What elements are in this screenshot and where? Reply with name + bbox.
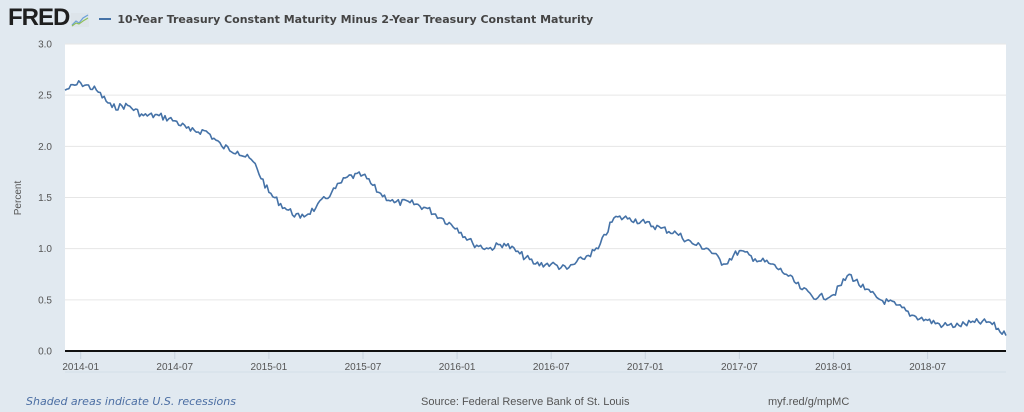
x-tick-label: 2017-07 bbox=[721, 362, 758, 373]
x-tick-label: 2018-01 bbox=[815, 362, 852, 373]
x-tick-label: 2014-07 bbox=[156, 362, 193, 373]
y-axis-labels: 0.0 0.5 1.0 1.5 2.0 2.5 3.0 bbox=[38, 40, 52, 358]
y-tick-label: 0.5 bbox=[38, 295, 52, 306]
x-axis-labels: 2014-01 2014-07 2015-01 2015-07 2016-01 2016-… bbox=[62, 362, 1006, 373]
short-url-link[interactable]: myf.red/g/mpMC bbox=[768, 396, 850, 408]
source-note: Source: Federal Reserve Bank of St. Loui… bbox=[421, 396, 630, 408]
x-tick-label: 2014-01 bbox=[62, 362, 99, 373]
x-tick-label: 2015-01 bbox=[251, 362, 288, 373]
y-tick-label: 1.0 bbox=[38, 244, 52, 255]
recession-note: Shaded areas indicate U.S. recessions bbox=[26, 395, 236, 408]
y-tick-label: 2.5 bbox=[38, 91, 52, 102]
legend-swatch bbox=[99, 18, 112, 20]
y-tick-label: 1.5 bbox=[38, 193, 52, 204]
y-tick-label: 2.0 bbox=[38, 142, 52, 153]
x-tick-label: 2015-07 bbox=[345, 362, 382, 373]
x-tick-label: 2018-07 bbox=[909, 362, 946, 373]
x-axis-ticks bbox=[80, 351, 929, 359]
fred-logo: FRED bbox=[8, 4, 70, 31]
y-tick-label: 0.0 bbox=[38, 347, 52, 358]
x-tick-label: 2016-01 bbox=[439, 362, 476, 373]
y-tick-label: 3.0 bbox=[38, 40, 52, 51]
chart-header: FRED 10-Year Treasury Constant Maturity … bbox=[8, 4, 593, 32]
series-line[interactable] bbox=[64, 80, 1007, 336]
legend-label[interactable]: 10-Year Treasury Constant Maturity Minus… bbox=[117, 12, 594, 26]
chart-line-icon bbox=[71, 13, 90, 27]
x-tick-label: 2017-01 bbox=[627, 362, 664, 373]
y-axis-title: Percent bbox=[13, 181, 24, 216]
x-tick-label: 2016-07 bbox=[533, 362, 570, 373]
